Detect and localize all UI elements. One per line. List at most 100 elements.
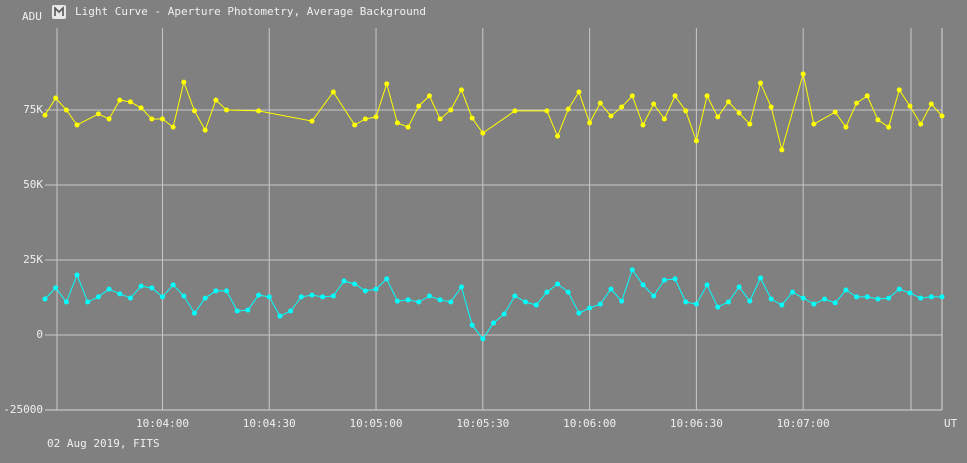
data-point (896, 87, 902, 93)
x-tick-label: 10:04:00 (136, 417, 189, 430)
data-point (192, 108, 197, 114)
data-point (159, 116, 165, 122)
data-point (629, 267, 635, 273)
data-point (629, 93, 635, 99)
data-point (725, 299, 731, 305)
data-point (74, 122, 80, 128)
data-point (480, 130, 486, 136)
data-point (747, 298, 753, 304)
data-point (672, 276, 678, 282)
y-tick-label: 50K (23, 178, 43, 191)
data-point (405, 124, 411, 130)
data-point (95, 294, 101, 300)
data-point (843, 287, 849, 293)
y-axis-label: ADU (22, 10, 42, 23)
data-point (373, 286, 379, 292)
y-tick-label: 75K (23, 103, 43, 116)
data-point (747, 121, 753, 127)
data-point (907, 290, 913, 296)
data-point (106, 286, 112, 292)
data-point (587, 305, 593, 311)
data-point (448, 107, 454, 113)
data-point (170, 124, 176, 130)
data-point (597, 301, 603, 307)
data-point (896, 286, 902, 292)
data-point (736, 110, 742, 116)
data-point (619, 298, 625, 304)
data-point (181, 293, 187, 299)
data-point (854, 294, 860, 300)
data-point (384, 276, 390, 282)
data-point (918, 295, 924, 301)
y-tick-label: 0 (36, 328, 43, 341)
data-point (224, 288, 230, 294)
data-point (426, 93, 432, 99)
data-point (576, 89, 582, 95)
data-point (458, 284, 464, 290)
data-point (843, 124, 849, 130)
data-point (640, 282, 646, 288)
data-point (405, 297, 411, 303)
data-point (448, 299, 454, 305)
data-point (277, 313, 283, 319)
data-point (757, 80, 763, 86)
data-point (266, 294, 272, 300)
data-point (523, 299, 529, 305)
data-point (469, 115, 475, 121)
data-point (512, 293, 518, 299)
data-point (544, 108, 550, 114)
data-point (330, 89, 336, 95)
data-point (800, 295, 806, 301)
data-point (149, 116, 155, 122)
series-line (44, 73, 943, 152)
data-point (651, 293, 657, 299)
data-point (352, 122, 358, 128)
data-point (918, 121, 924, 127)
data-point (106, 116, 112, 122)
data-point (939, 294, 945, 300)
data-point (117, 97, 123, 103)
data-point (597, 100, 603, 106)
data-point (224, 107, 230, 113)
x-tick-label: 10:06:00 (563, 417, 616, 430)
data-point (683, 108, 689, 114)
data-point (608, 286, 614, 292)
data-point (95, 111, 101, 117)
data-point (683, 299, 689, 305)
data-point (565, 106, 571, 112)
data-point (170, 282, 176, 288)
data-point (480, 336, 486, 342)
data-point (362, 116, 368, 122)
y-tick-label: 25K (23, 253, 43, 266)
data-point (811, 121, 817, 127)
data-point (74, 272, 80, 278)
x-axis-label: UT (944, 417, 958, 430)
data-point (576, 310, 582, 316)
data-point (256, 108, 262, 114)
data-point (384, 81, 390, 87)
data-point (394, 120, 400, 126)
x-tick-label: 10:04:30 (243, 417, 296, 430)
data-point (181, 79, 187, 85)
data-point (822, 296, 828, 302)
data-point (330, 293, 336, 299)
x-tick-label: 10:07:00 (777, 417, 830, 430)
data-point (533, 302, 539, 308)
data-point (234, 308, 240, 314)
data-point (715, 304, 721, 310)
data-point (394, 298, 400, 304)
data-point (555, 281, 561, 287)
data-point (779, 302, 785, 308)
window-title: Light Curve - Aperture Photometry, Avera… (75, 5, 426, 18)
data-point (725, 99, 731, 105)
data-point (288, 308, 294, 314)
data-point (256, 292, 262, 298)
data-point (928, 294, 934, 300)
window-icon (52, 5, 66, 19)
data-point (213, 97, 219, 103)
data-point (138, 283, 144, 289)
data-point (661, 116, 667, 122)
data-point (565, 289, 571, 295)
data-point (512, 108, 518, 114)
